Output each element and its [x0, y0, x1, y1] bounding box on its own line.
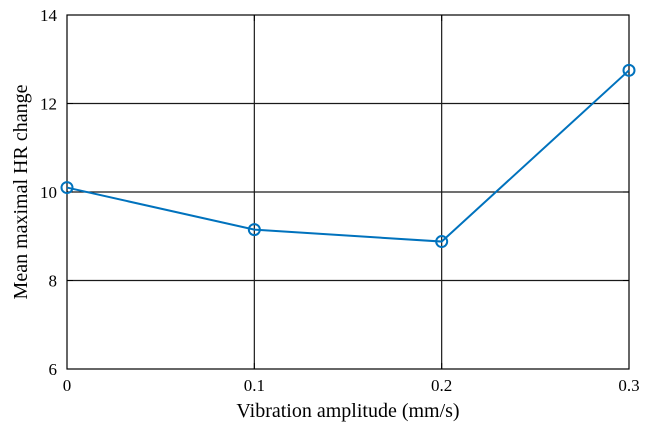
x-axis-tick-labels: 0 0.1 0.2 0.3 — [63, 376, 640, 395]
data-point — [247, 223, 261, 237]
x-axis-label: Vibration amplitude (mm/s) — [236, 400, 459, 422]
data-point — [435, 235, 449, 249]
y-tick-label: 14 — [40, 6, 58, 25]
x-tick-label: 0 — [63, 376, 72, 395]
x-tick-label: 0.3 — [618, 376, 639, 395]
x-tick-label: 0.2 — [431, 376, 452, 395]
data-point — [60, 181, 74, 195]
data-point — [622, 63, 636, 77]
x-tick-label: 0.1 — [244, 376, 265, 395]
y-tick-label: 12 — [40, 95, 57, 114]
series-group — [60, 63, 636, 249]
y-tick-label: 10 — [40, 183, 57, 202]
y-tick-label: 8 — [49, 272, 58, 291]
y-tick-label: 6 — [49, 360, 58, 379]
y-axis-label: Mean maximal HR change — [10, 84, 32, 299]
y-axis-tick-labels: 6 8 10 12 14 — [40, 6, 58, 379]
grid-lines — [67, 15, 629, 369]
series-line — [66, 69, 630, 243]
